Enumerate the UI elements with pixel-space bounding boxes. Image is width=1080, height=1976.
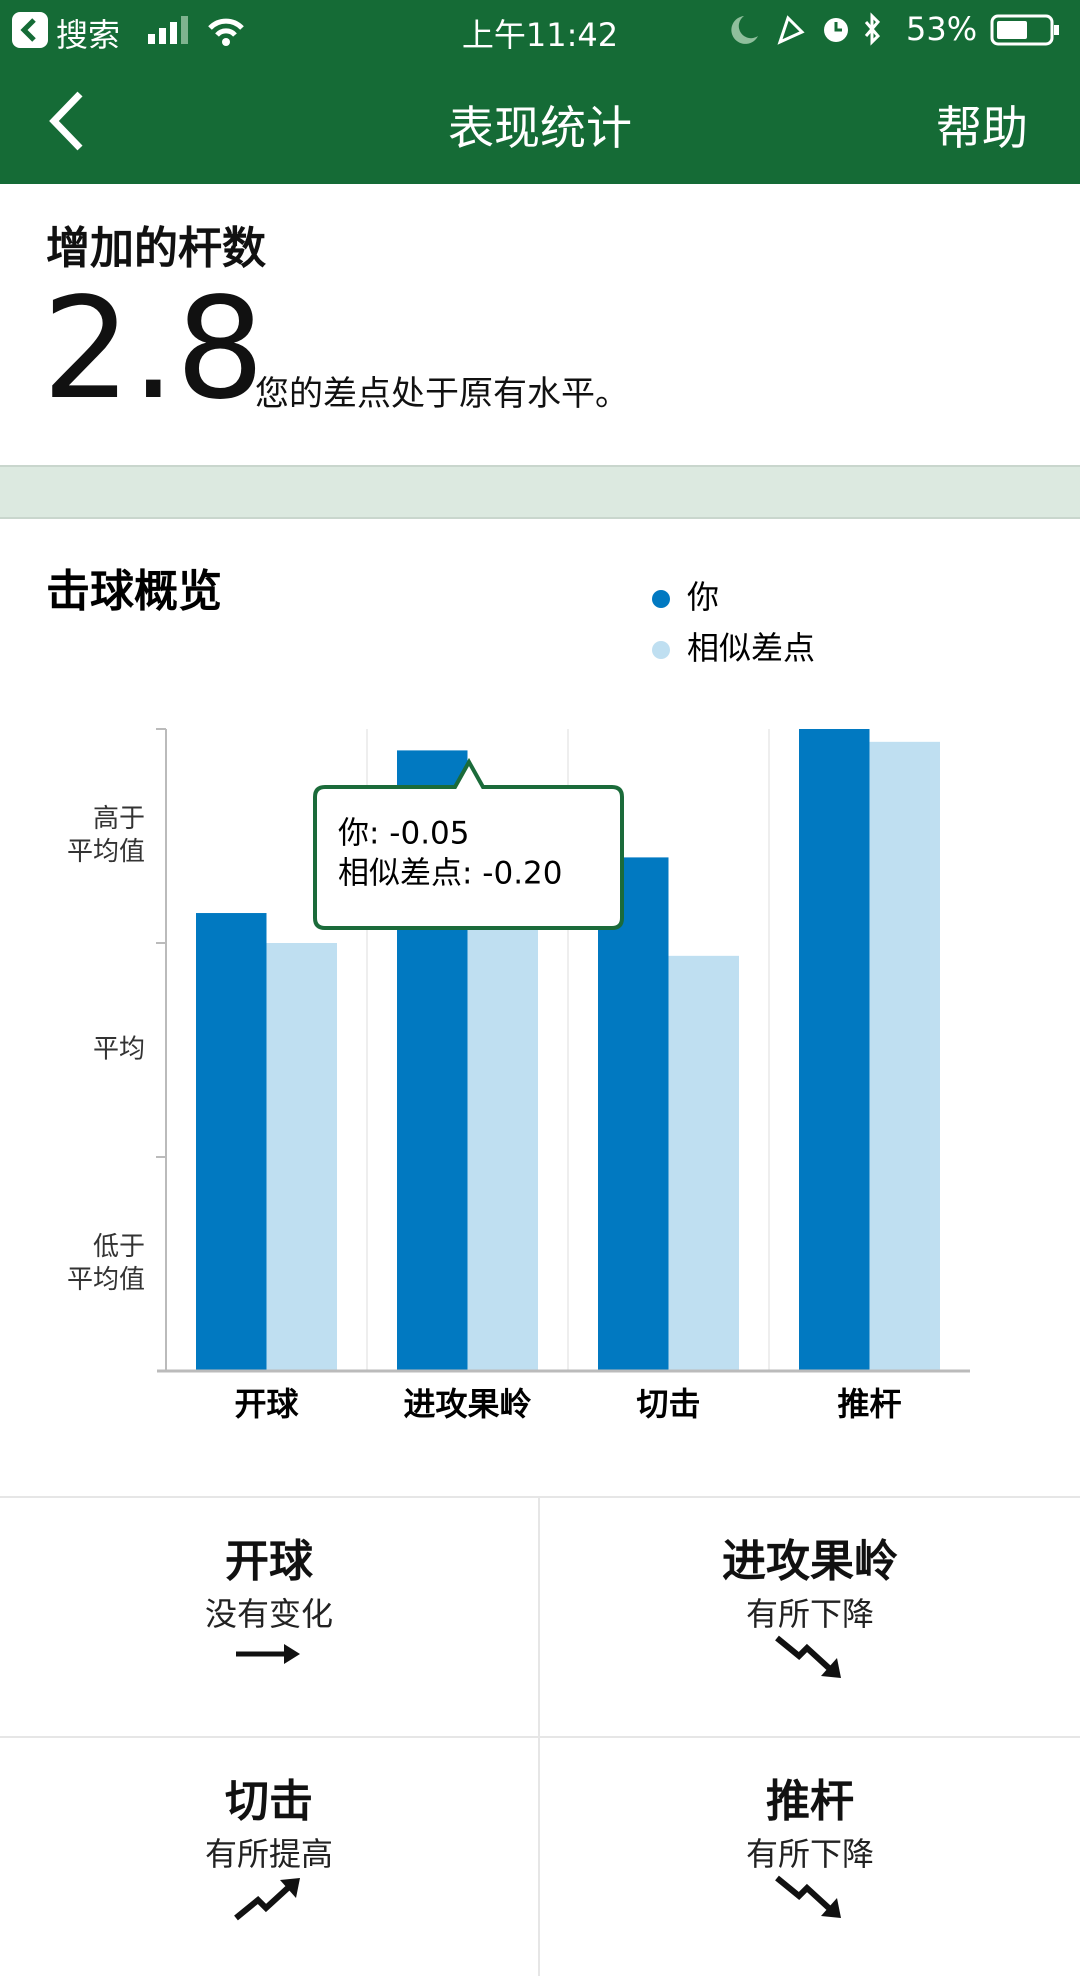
card-status: 有所提高 xyxy=(204,1835,333,1873)
card-status: 有所下降 xyxy=(745,1835,874,1873)
nav-title: 表现统计 xyxy=(448,101,632,155)
bar xyxy=(266,943,337,1371)
card[interactable]: 推杆 有所下降 xyxy=(540,1736,1080,1976)
card[interactable]: 切击 有所提高 xyxy=(0,1736,540,1976)
y-tick-label: 低于 xyxy=(93,1232,145,1262)
battery-level: 53% xyxy=(906,10,978,48)
card-title: 推杆 xyxy=(766,1776,854,1827)
x-tick-label: 开球 xyxy=(234,1385,299,1423)
trend-flat-icon xyxy=(236,1644,300,1664)
tooltip-box xyxy=(313,757,624,930)
tooltip-line: 相似差点: -0.20 xyxy=(338,856,563,892)
card-title: 进攻果岭 xyxy=(722,1536,898,1587)
card-status: 没有变化 xyxy=(204,1595,333,1633)
x-tick-label: 进攻果岭 xyxy=(403,1385,531,1423)
status-icons xyxy=(731,12,881,46)
back-button[interactable] xyxy=(44,88,88,154)
chart-title: 击球概览 xyxy=(46,566,222,617)
summary-title: 增加的杆数 xyxy=(46,223,266,274)
status-bar: 搜索 上午11:42 53% xyxy=(0,0,1080,60)
card-title: 切击 xyxy=(225,1776,313,1827)
trend-up-icon xyxy=(234,1878,300,1921)
y-tick-label: 平均 xyxy=(93,1035,145,1065)
battery-icon xyxy=(990,14,1059,46)
section-divider xyxy=(0,465,1080,519)
help-button[interactable]: 帮助 xyxy=(936,101,1028,155)
bar xyxy=(869,741,940,1371)
back-app[interactable]: 搜索 xyxy=(56,16,121,54)
summary-description: 您的差点处于原有水平。 xyxy=(255,374,629,414)
bar xyxy=(598,857,669,1371)
card[interactable]: 开球 没有变化 xyxy=(0,1496,540,1736)
nav-bar: 表现统计 帮助 xyxy=(0,60,1080,184)
y-tick-label: 平均值 xyxy=(67,1265,145,1295)
legend-label: 你 xyxy=(687,578,719,616)
tooltip-line: 你: -0.05 xyxy=(338,816,470,852)
bar xyxy=(668,955,739,1371)
card-title: 开球 xyxy=(225,1536,313,1587)
x-tick-label: 推杆 xyxy=(837,1385,901,1423)
trend-down-icon xyxy=(775,1635,841,1678)
legend-swatch xyxy=(652,641,670,659)
legend-swatch xyxy=(652,590,670,608)
y-tick-label: 高于 xyxy=(93,804,145,834)
trend-down-icon xyxy=(775,1875,841,1918)
card[interactable]: 进攻果岭 有所下降 xyxy=(540,1496,1080,1736)
x-tick-label: 切击 xyxy=(636,1385,700,1423)
bar xyxy=(799,729,870,1371)
clock: 上午11:42 xyxy=(461,16,619,54)
summary-value: 2.8 xyxy=(42,268,265,431)
back-app-icon xyxy=(12,12,48,48)
bar xyxy=(196,913,267,1371)
signal-icons xyxy=(148,16,244,46)
legend-label: 相似差点 xyxy=(687,629,815,667)
y-tick-label: 平均值 xyxy=(67,837,145,867)
card-status: 有所下降 xyxy=(745,1595,874,1633)
